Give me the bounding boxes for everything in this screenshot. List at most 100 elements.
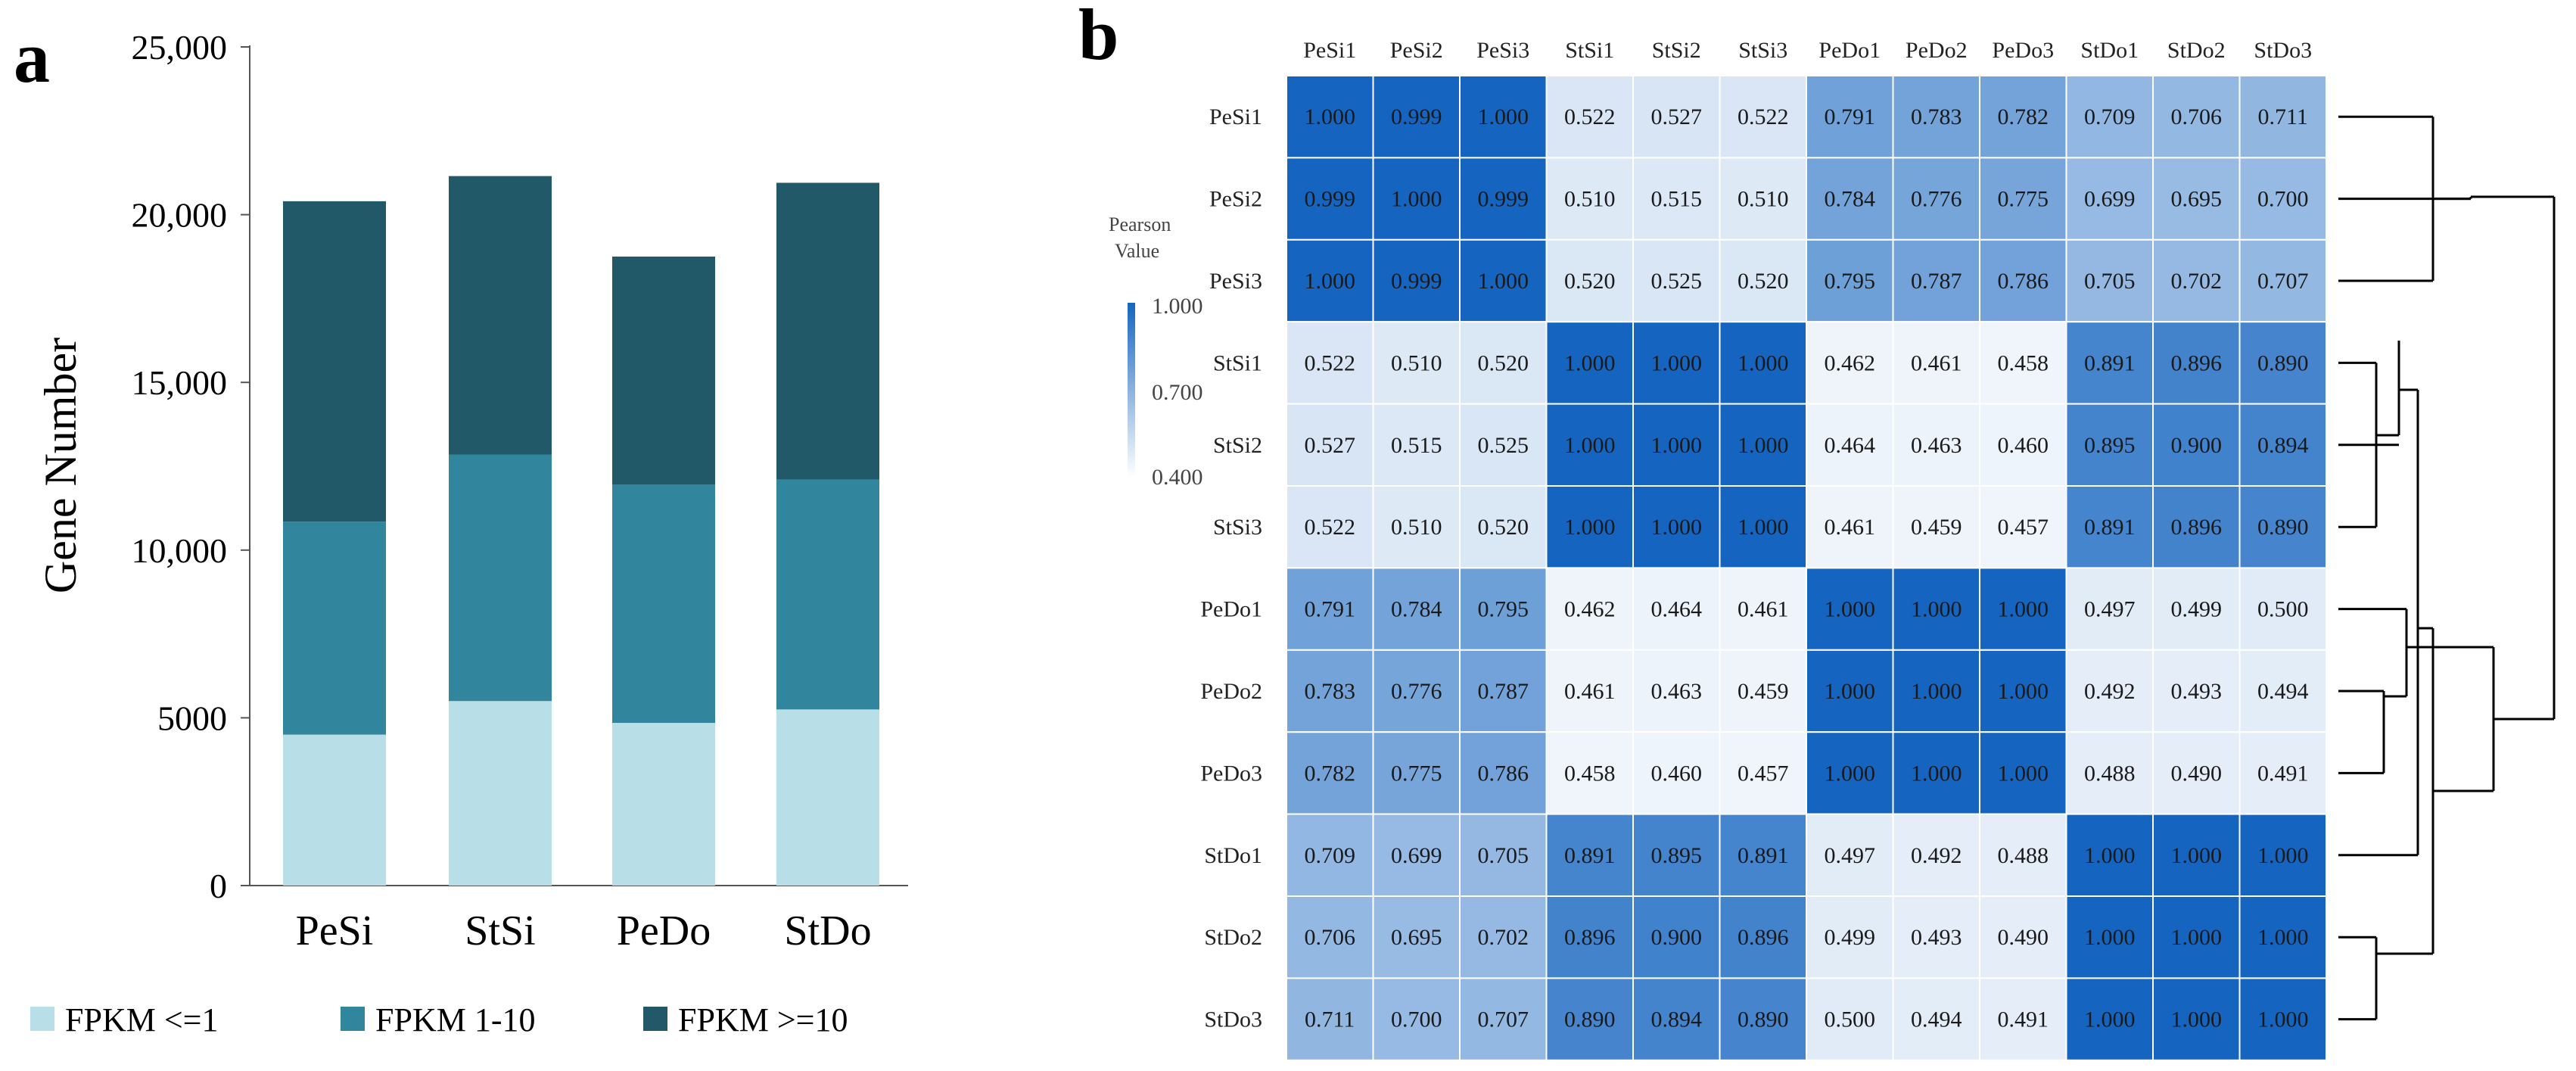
heatmap-cell [1979, 895, 2067, 979]
heatmap-cell [1892, 895, 1980, 979]
bar-PeDo-FPKM-1 [612, 723, 715, 886]
cell-value: 1.000 [1998, 679, 2049, 704]
cell-value: 0.999 [1391, 269, 1442, 294]
cell-value: 0.783 [1911, 104, 1962, 129]
cell-value: 0.891 [1564, 843, 1616, 868]
row-labels: PeSi1 PeSi2 PeSi3 StSi1 StSi2 StSi3 PeDo1 PeDo2… [1200, 104, 1262, 1032]
cell-value: 0.791 [1305, 597, 1356, 622]
cell-value: 0.891 [1738, 843, 1789, 868]
heatmap-cell [2065, 731, 2154, 815]
heatmap-cell [2238, 649, 2327, 733]
colorbar-gradient [1128, 303, 1135, 477]
cell-value: 1.000 [1738, 433, 1789, 458]
heatmap-cell [1286, 567, 1374, 651]
column-label: StSi3 [1738, 38, 1787, 63]
heatmap-cell [1719, 403, 1807, 487]
x-tick-label: StSi [465, 908, 535, 954]
cell-value: 0.787 [1478, 679, 1529, 704]
heatmap-cell [1632, 157, 1721, 241]
row-label: PeSi2 [1209, 187, 1262, 212]
heatmap-cell [1372, 238, 1461, 323]
cell-value: 0.500 [2257, 597, 2309, 622]
heatmap-cell [1719, 895, 1807, 979]
cell-value: 0.515 [1651, 187, 1703, 212]
cell-value: 1.000 [1651, 515, 1703, 540]
legend-label: FPKM <=1 [65, 1001, 218, 1038]
heatmap-cell [1545, 731, 1634, 815]
heatmap-cell [1632, 403, 1721, 487]
legend-label: FPKM 1-10 [375, 1001, 536, 1038]
heatmap-cell [1545, 895, 1634, 979]
heatmap-cell [1286, 403, 1374, 487]
heatmap-cell [1892, 157, 1980, 241]
cell-value: 0.522 [1564, 104, 1616, 129]
y-tick-label: 5000 [157, 699, 227, 737]
heatmap-cell [2238, 403, 2327, 487]
bar-PeSi-FPKM-10 [283, 201, 386, 522]
y-tick-label: 15,000 [132, 363, 228, 402]
cell-value: 0.706 [1305, 925, 1356, 950]
legend-label: FPKM >=10 [678, 1001, 848, 1038]
stacked-bar-chart: Gene Number 0 5000 10,000 15,000 20,000 25,00… [30, 28, 908, 1038]
heatmap-cell [1892, 649, 1980, 733]
cell-value: 0.464 [1651, 597, 1703, 622]
heatmap-cell [2065, 895, 2154, 979]
cell-value: 1.000 [1651, 350, 1703, 375]
cell-value: 0.999 [1391, 104, 1442, 129]
row-label: StSi3 [1213, 515, 1262, 540]
column-label: PeDo1 [1818, 38, 1881, 63]
heatmap-cell [1632, 238, 1721, 323]
x-tick-labels: PeSi StSi PeDo StDo [296, 908, 872, 954]
heatmap-cell [1632, 649, 1721, 733]
cell-value: 0.459 [1738, 679, 1789, 704]
cell-value: 0.491 [2257, 761, 2309, 786]
heatmap-cell [2238, 977, 2327, 1061]
heatmap-cell [1719, 813, 1807, 897]
heatmap-cell [2065, 649, 2154, 733]
heatmap-cell [1286, 977, 1374, 1061]
cell-value: 0.510 [1738, 187, 1789, 212]
heatmap-cell [1719, 485, 1807, 569]
heatmap-cell [2152, 977, 2241, 1061]
cell-value: 0.490 [1998, 925, 2049, 950]
cell-value: 1.000 [2257, 1007, 2309, 1032]
y-tick-label: 20,000 [132, 196, 228, 235]
column-label: PeSi1 [1303, 38, 1356, 63]
heatmap-cell [1806, 567, 1894, 651]
row-label: StDo3 [1204, 1007, 1262, 1032]
colorbar-title-2: Value [1115, 240, 1159, 262]
heatmap-cell [2238, 75, 2327, 159]
heatmap-cell [2152, 731, 2241, 815]
bar-StDo-FPKM-10 [776, 182, 879, 480]
heatmap-cell [2065, 567, 2154, 651]
heatmap-cell [1979, 567, 2067, 651]
cell-value: 0.896 [2171, 515, 2223, 540]
cell-value: 1.000 [1738, 515, 1789, 540]
cell-value: 0.463 [1651, 679, 1703, 704]
y-tick-label: 10,000 [132, 531, 228, 570]
cell-value: 0.463 [1911, 433, 1962, 458]
heatmap-cell [2238, 813, 2327, 897]
heatmap-values: 1.000 0.999 1.000 0.522 0.527 0.522 0.791 0.783… [1305, 104, 2309, 1032]
cell-value: 0.795 [1478, 597, 1529, 622]
cell-value: 0.458 [1998, 350, 2049, 375]
cell-value: 0.492 [1911, 843, 1962, 868]
cell-value: 1.000 [2084, 925, 2136, 950]
heatmap-cell [1459, 157, 1548, 241]
cell-value: 0.775 [1998, 187, 2049, 212]
cell-value: 0.782 [1998, 104, 2049, 129]
heatmap-cell [1545, 485, 1634, 569]
row-label: PeDo1 [1200, 597, 1262, 622]
column-label: PeDo2 [1906, 38, 1968, 63]
heatmap-cell [1459, 649, 1548, 733]
cell-value: 0.695 [2171, 187, 2223, 212]
cell-value: 1.000 [1564, 433, 1616, 458]
heatmap-cell [2065, 403, 2154, 487]
heatmap-cell [1719, 75, 1807, 159]
colorbar-tick-max: 1.000 [1152, 294, 1203, 319]
heatmap-cell [1719, 157, 1807, 241]
cell-value: 0.488 [1998, 843, 2049, 868]
bar-PeSi-FPKM-1 [283, 734, 386, 886]
heatmap-cell [2065, 977, 2154, 1061]
